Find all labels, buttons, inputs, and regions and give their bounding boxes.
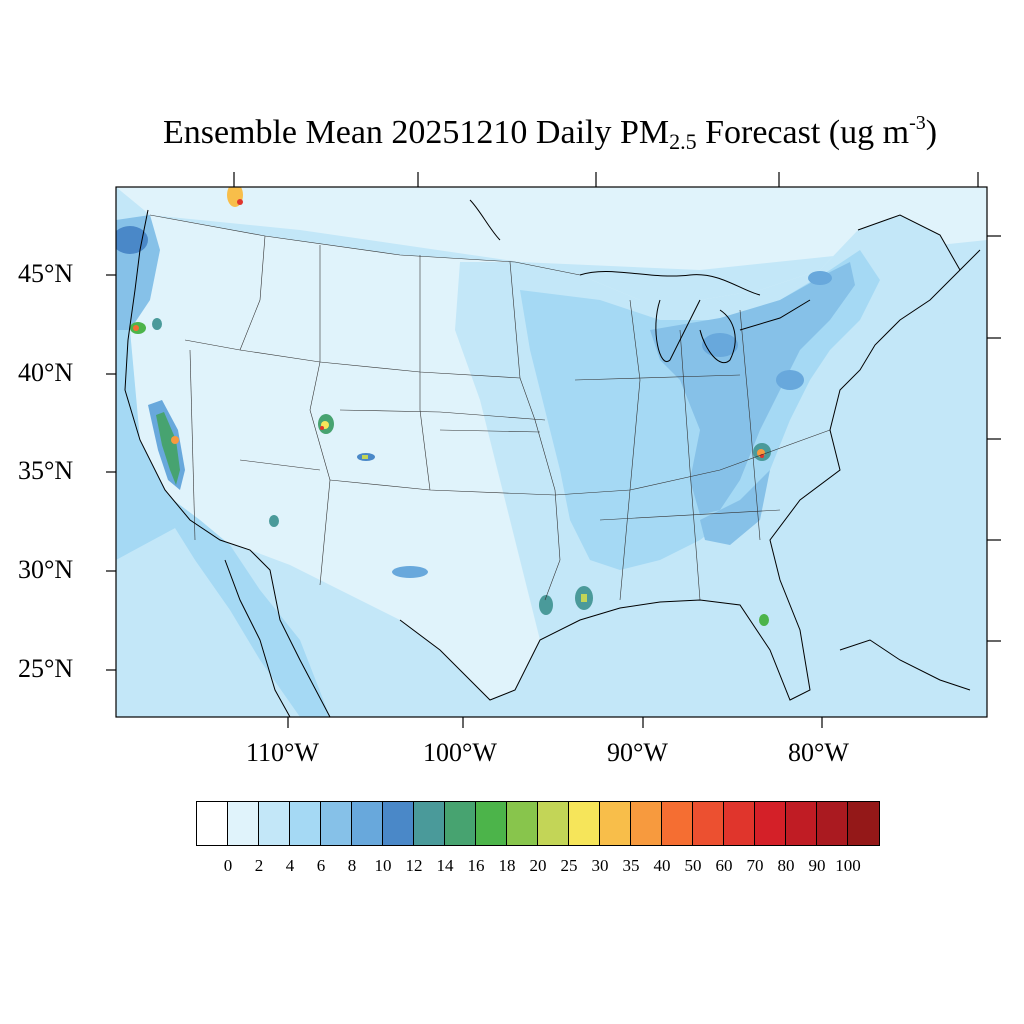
colorbar-level-label: 50 [684,856,702,875]
colorbar-level-label: 20 [529,856,547,875]
colorbar-swatch [662,802,693,845]
colorbar-level-label: 4 [285,856,295,875]
map-title: Ensemble Mean 20251210 Daily PM2.5 Forec… [162,112,938,154]
unit-superscript: -3 [909,112,926,134]
lat-label-25n: 25°N [18,654,74,683]
lat-label-40n: 40°N [18,358,74,387]
colorbar-swatch [848,802,879,845]
colorbar-level-label: 2 [254,856,264,875]
lat-label-45n: 45°N [18,259,74,288]
colorbar-swatch [631,802,662,845]
coastline [124,199,981,717]
colorbar-level-label: 30 [591,856,609,875]
sierra-hotspot [171,436,179,444]
map-frame [115,186,988,718]
colorbar-swatch [786,802,817,845]
colorbar-swatch [755,802,786,845]
tick-marks [106,172,1001,728]
colorbar-level-label: 80 [777,856,795,875]
colorbar-swatch [228,802,259,845]
pnw-ocean-hotspot [116,226,148,254]
colorbar-level-label: 12 [405,856,423,875]
lon-label-90w: 90°W [607,738,668,767]
florida-hotspot [759,614,769,626]
colorbar-swatch [476,802,507,845]
colorbar-level-label: 0 [223,856,233,875]
detroit-hotspot [702,333,738,357]
montreal-hotspot [808,271,832,285]
colorbar-swatch [538,802,569,845]
atlantic-field [820,320,987,717]
lat-label-30n: 30°N [18,555,74,584]
colorbar-swatch [259,802,290,845]
texas-band [392,566,428,578]
colorbar-level-label: 70 [746,856,764,875]
colorbar-swatch [724,802,755,845]
colorbar-level-label: 14 [436,856,454,875]
gulf-field [500,600,800,717]
colorbar-swatch [414,802,445,845]
colorbar-level-label: 100 [835,856,861,875]
colorbar-level-label: 35 [622,856,640,875]
colorbar-swatch [693,802,724,845]
colorbar-level-label: 6 [316,856,326,875]
colorbar-swatch [569,802,600,845]
colorbar-level-label: 90 [808,856,826,875]
colorbar-level-label: 40 [653,856,671,875]
colorbar-swatch [383,802,414,845]
lon-label-80w: 80°W [788,738,849,767]
lon-label-110w: 110°W [246,738,319,767]
colorbar-level-label: 8 [347,856,357,875]
colorbar-level-label: 16 [467,856,485,875]
colorbar-swatch [290,802,321,845]
lat-label-35n: 35°N [18,456,74,485]
colorbar-level-label: 10 [374,856,392,875]
colorbar-level-label: 60 [715,856,733,875]
pm-subscript: 2.5 [669,129,697,154]
colorbar-swatch [507,802,538,845]
ohio-hotspot [776,370,804,390]
boundaries [149,214,831,601]
colorbar-swatch [352,802,383,845]
colorbar-level-label: 25 [560,856,578,875]
colorbar-swatch [817,802,848,845]
appalachian-band-6-8 [700,470,770,545]
central-valley-core [156,412,180,485]
socal-band [160,490,330,717]
arizona-hotspot [269,515,279,527]
oregon-hotspot-2 [152,318,162,330]
canada-field [116,187,987,270]
lon-label-100w: 100°W [423,738,497,767]
houston-hotspot [539,595,553,615]
colorbar-swatch [445,802,476,845]
colorbar-swatch [600,802,631,845]
colorbar-swatch [321,802,352,845]
colorbar [196,801,880,846]
colorbar-level-label: 18 [498,856,516,875]
greatlakes-band-6-8 [650,262,855,515]
colorbar-swatch [197,802,228,845]
pacific-field [116,330,190,560]
